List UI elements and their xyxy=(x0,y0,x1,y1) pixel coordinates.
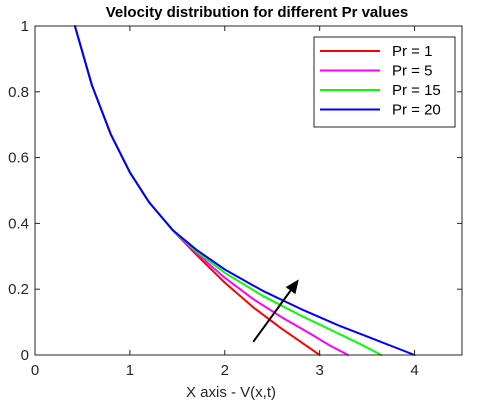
y-tick-label: 0.4 xyxy=(8,215,29,232)
legend: Pr = 1 Pr = 5 Pr = 15 Pr = 20 xyxy=(313,36,456,128)
legend-label: Pr = 1 xyxy=(392,43,432,60)
plot-area xyxy=(73,25,416,356)
y-tick-label: 0.8 xyxy=(8,84,29,101)
x-tick-label: 4 xyxy=(410,362,418,379)
chart-title: Velocity distribution for different Pr v… xyxy=(106,4,409,21)
legend-label: Pr = 5 xyxy=(392,63,432,80)
y-tick-label: 0 xyxy=(21,347,29,364)
trend-arrow-head xyxy=(285,279,299,295)
axes-box xyxy=(34,25,463,356)
series-line-4 xyxy=(73,25,416,356)
y-tick-label: 0.2 xyxy=(8,281,29,298)
x-tick-label: 0 xyxy=(31,362,39,379)
trend-arrow-shaft xyxy=(252,290,292,343)
x-tick-label: 2 xyxy=(221,362,229,379)
legend-label: Pr = 20 xyxy=(392,102,441,119)
y-tick-label: 0.6 xyxy=(8,150,29,167)
axes: 0 1 2 3 4 0 0.2 0.4 0.6 0.8 1 xyxy=(8,18,463,379)
y-tick-label: 1 xyxy=(21,18,29,35)
x-axis-label: X axis - V(x,t) xyxy=(186,384,276,401)
legend-label: Pr = 15 xyxy=(392,82,441,99)
x-tick-label: 3 xyxy=(315,362,323,379)
legend-box xyxy=(313,36,456,128)
x-tick-label: 1 xyxy=(126,362,134,379)
